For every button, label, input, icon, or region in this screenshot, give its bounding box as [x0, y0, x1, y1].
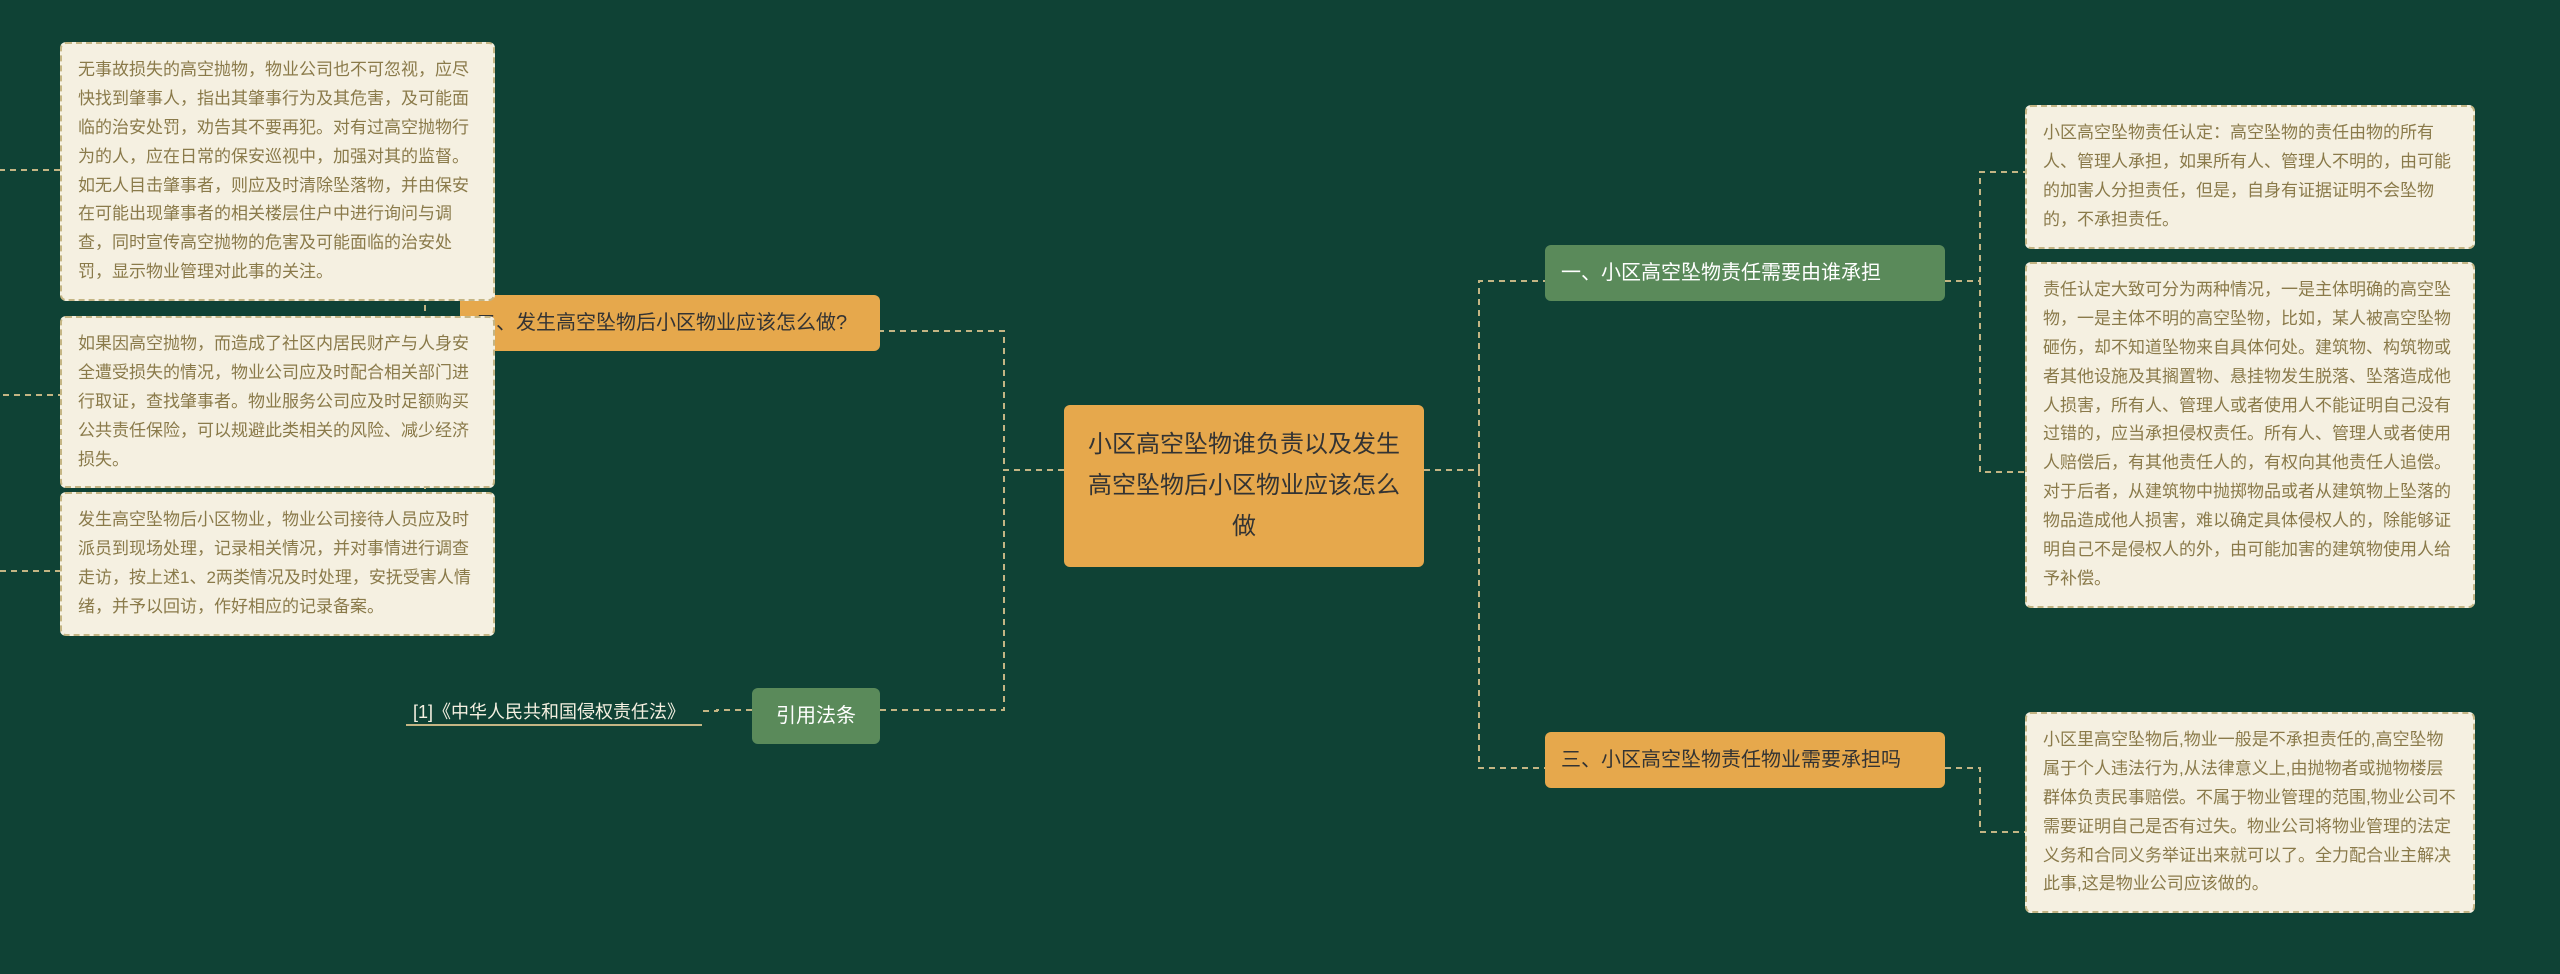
- branch-left-2: 引用法条: [752, 688, 880, 744]
- leaf-text: 责任认定大致可分为两种情况，一是主体明确的高空坠物，一是主体不明的高空坠物，比如…: [2043, 280, 2451, 588]
- leaf-text: 无事故损失的高空抛物，物业公司也不可忽视，应尽快找到肇事人，指出其肇事行为及其危…: [78, 60, 469, 281]
- root-text: 小区高空坠物谁负责以及发生高空坠物后小区物业应该怎么做: [1088, 431, 1400, 540]
- leaf-text: 如果因高空抛物，而造成了社区内居民财产与人身安全遭受损失的情况，物业公司应及时配…: [78, 334, 469, 469]
- branch-left-1-leaf-1: 无事故损失的高空抛物，物业公司也不可忽视，应尽快找到肇事人，指出其肇事行为及其危…: [60, 42, 495, 301]
- branch-right-2: 三、小区高空坠物责任物业需要承担吗: [1545, 732, 1945, 788]
- branch-right-1: 一、小区高空坠物责任需要由谁承担: [1545, 245, 1945, 301]
- leaf-text: 小区高空坠物责任认定：高空坠物的责任由物的所有人、管理人承担，如果所有人、管理人…: [2043, 123, 2451, 229]
- leaf-text: 小区里高空坠物后,物业一般是不承担责任的,高空坠物属于个人违法行为,从法律意义上…: [2043, 730, 2456, 893]
- branch-left-2-sub-1: [1]《中华人民共和国侵权责任法》: [413, 698, 685, 724]
- branch-right-1-title: 一、小区高空坠物责任需要由谁承担: [1561, 262, 1881, 284]
- branch-left-1: 二、发生高空坠物后小区物业应该怎么做?: [460, 295, 880, 351]
- branch-right-2-title: 三、小区高空坠物责任物业需要承担吗: [1561, 749, 1901, 771]
- branch-left-1-leaf-3: 发生高空坠物后小区物业，物业公司接待人员应及时派员到现场处理，记录相关情况，并对…: [60, 492, 495, 636]
- sub-text: [1]《中华人民共和国侵权责任法》: [413, 702, 685, 722]
- branch-left-1-leaf-2: 如果因高空抛物，而造成了社区内居民财产与人身安全遭受损失的情况，物业公司应及时配…: [60, 316, 495, 488]
- branch-right-1-leaf-1: 小区高空坠物责任认定：高空坠物的责任由物的所有人、管理人承担，如果所有人、管理人…: [2025, 105, 2475, 249]
- branch-right-2-leaf-1: 小区里高空坠物后,物业一般是不承担责任的,高空坠物属于个人违法行为,从法律意义上…: [2025, 712, 2475, 913]
- leaf-text: 发生高空坠物后小区物业，物业公司接待人员应及时派员到现场处理，记录相关情况，并对…: [78, 510, 471, 616]
- root-node: 小区高空坠物谁负责以及发生高空坠物后小区物业应该怎么做: [1064, 405, 1424, 567]
- branch-left-1-title: 二、发生高空坠物后小区物业应该怎么做?: [476, 312, 847, 334]
- branch-right-1-leaf-2: 责任认定大致可分为两种情况，一是主体明确的高空坠物，一是主体不明的高空坠物，比如…: [2025, 262, 2475, 608]
- branch-left-2-title: 引用法条: [776, 705, 856, 727]
